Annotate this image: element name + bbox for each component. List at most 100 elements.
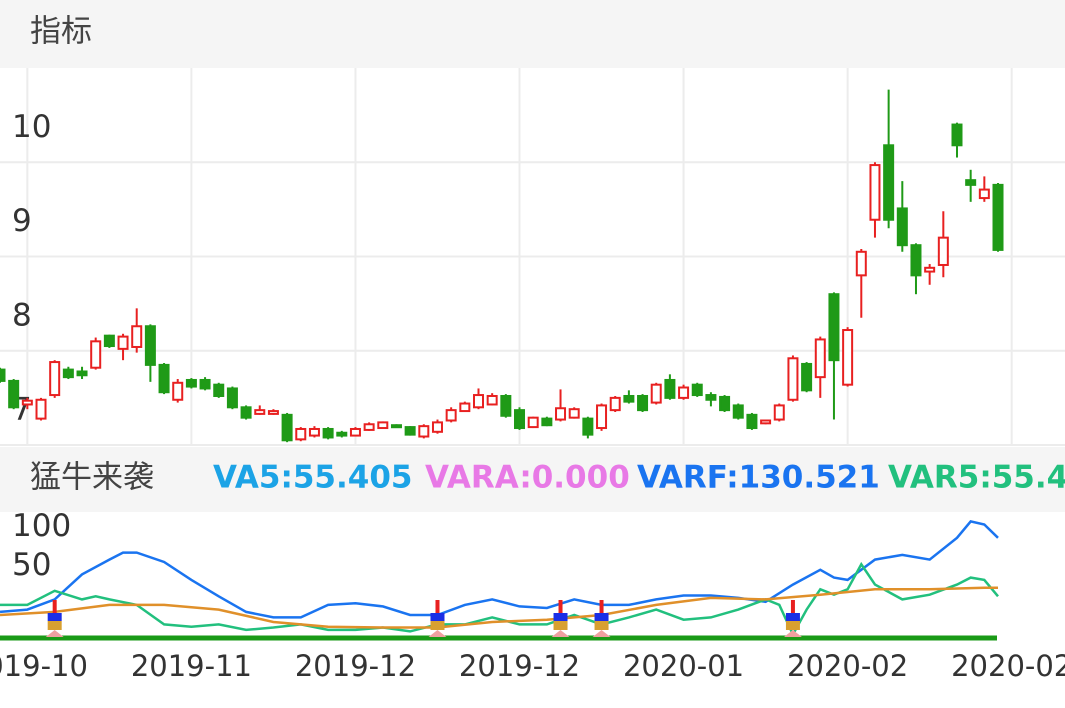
y-tick-label: 50 xyxy=(12,547,51,583)
signal-triangle xyxy=(45,630,64,637)
candle-body xyxy=(719,395,731,412)
signal-top xyxy=(553,613,568,621)
signal-top xyxy=(594,613,609,621)
candle-body xyxy=(978,188,990,200)
candle-body xyxy=(486,394,498,406)
indicator-line xyxy=(0,586,998,629)
signal-bar xyxy=(52,600,57,614)
candle-body xyxy=(582,417,594,436)
candle-body xyxy=(322,427,334,439)
signal-mid xyxy=(47,621,62,630)
candle-body xyxy=(760,419,772,425)
candle-body xyxy=(705,394,717,401)
signal-bar xyxy=(558,600,563,614)
candle-body xyxy=(472,394,484,409)
candle-body xyxy=(869,164,881,221)
x-tick-label: 2019-12 xyxy=(295,649,416,683)
candle-body xyxy=(199,378,211,390)
y-tick-label: 10 xyxy=(12,109,51,145)
candle-body xyxy=(308,427,320,437)
signal-triangle xyxy=(551,630,570,637)
candle-body xyxy=(828,293,840,362)
header-band xyxy=(0,0,1065,68)
candle-body xyxy=(896,207,908,247)
candle-body xyxy=(527,416,539,429)
x-tick-label: 2020-02 xyxy=(951,649,1065,683)
candle-body xyxy=(144,325,156,366)
candle-body xyxy=(172,381,184,401)
candle-body xyxy=(404,426,416,436)
candle-body xyxy=(254,409,266,415)
candle-body xyxy=(814,338,826,379)
signal xyxy=(783,600,802,637)
candle-body xyxy=(431,421,443,433)
signal-mid xyxy=(553,621,568,630)
candle-body xyxy=(158,363,170,394)
candle-body xyxy=(267,410,279,415)
candle-body xyxy=(226,387,238,409)
candle-body xyxy=(49,361,61,397)
candle-body xyxy=(937,236,949,266)
legend-entry: VARA:0.000 xyxy=(425,460,630,496)
candle-body xyxy=(90,340,102,369)
candle-body xyxy=(596,404,608,430)
candle-body xyxy=(514,409,526,430)
candle-body xyxy=(801,362,813,392)
candle-body xyxy=(992,183,1004,251)
signal-top xyxy=(47,613,62,621)
candle-body xyxy=(185,378,197,388)
signal xyxy=(45,600,64,637)
candle-body xyxy=(117,335,129,350)
y-tick-label: 100 xyxy=(12,508,71,544)
candle-body xyxy=(555,407,567,421)
candle-body xyxy=(0,368,6,382)
indicator-band xyxy=(0,447,1065,512)
candle-body xyxy=(773,404,785,421)
candle-body xyxy=(924,266,936,273)
candle-body xyxy=(637,394,649,412)
y-tick-label: 8 xyxy=(12,297,32,333)
indicator-line xyxy=(0,520,999,619)
candle-body xyxy=(281,413,293,442)
candle-body xyxy=(664,378,676,399)
signal-mid xyxy=(430,621,445,630)
candle-body xyxy=(691,383,703,397)
legend-entry: VA5:55.405 xyxy=(213,460,412,496)
signal-bar xyxy=(790,600,795,614)
candle-body xyxy=(842,329,854,386)
candle-body xyxy=(349,427,361,437)
candle-body xyxy=(609,396,621,412)
candle-body xyxy=(21,399,33,406)
candle-body xyxy=(445,409,457,422)
signal-triangle xyxy=(592,630,611,637)
candle-body xyxy=(295,427,307,441)
candles xyxy=(0,89,1004,443)
candle-body xyxy=(883,144,895,221)
candle-body xyxy=(650,383,662,404)
candle-body xyxy=(541,417,553,427)
candle-body xyxy=(76,370,88,377)
signal-bar xyxy=(435,600,440,614)
candle-body xyxy=(623,394,635,403)
candle-body xyxy=(390,424,402,429)
signal-bar xyxy=(599,600,604,614)
legend-entry: VARF:130.521 xyxy=(637,460,880,496)
signal-triangle xyxy=(783,630,802,637)
candle-body xyxy=(910,244,922,277)
candle-body xyxy=(459,402,471,413)
signal-top xyxy=(430,613,445,621)
signal-mid xyxy=(785,621,800,630)
candle-body xyxy=(363,423,375,431)
signal xyxy=(551,600,570,637)
signal-triangle xyxy=(428,630,447,637)
candle-body xyxy=(8,379,20,409)
candle-body xyxy=(240,406,252,419)
candle-body xyxy=(418,425,430,438)
x-tick-label: 2019-12 xyxy=(459,649,580,683)
signal xyxy=(428,600,447,637)
candle-body xyxy=(787,357,799,401)
signal-top xyxy=(785,613,800,621)
candle-body xyxy=(500,394,512,417)
